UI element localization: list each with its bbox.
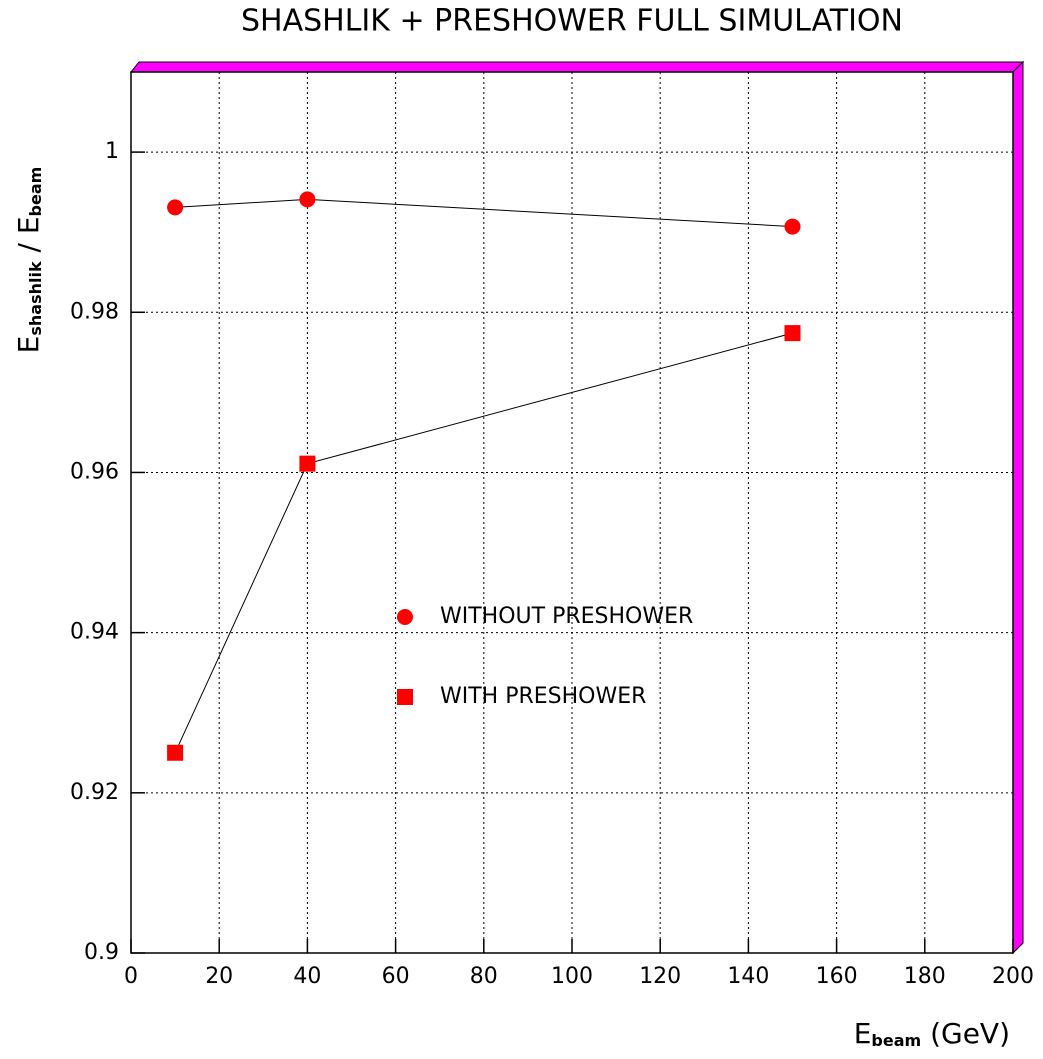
- y-tick-label: 0.98: [70, 299, 119, 324]
- x-tick-label: 40: [293, 964, 321, 989]
- data-point: [167, 744, 184, 761]
- y-label-sub: beam: [26, 167, 45, 217]
- data-point: [299, 191, 316, 208]
- x-tick-label: 20: [205, 964, 233, 989]
- chart-title: SHASHLIK + PRESHOWER FULL SIMULATION: [241, 4, 903, 39]
- x-tick-label: 120: [639, 964, 681, 989]
- data-point: [784, 218, 801, 235]
- y-tick-label: 0.9: [84, 940, 119, 965]
- y-axis-label: Eshashlik / Ebeam: [12, 167, 45, 354]
- y-label-part: / E: [12, 216, 45, 261]
- frame-side: [1012, 60, 1024, 955]
- frame-top: [129, 61, 1025, 73]
- x-tick-label: 160: [816, 964, 858, 989]
- y-tick-label: 0.94: [70, 620, 119, 645]
- legend-marker: [397, 609, 413, 625]
- x-tick-label: 200: [992, 964, 1034, 989]
- x-label-sub: beam: [871, 1031, 921, 1050]
- x-label-part: E: [854, 1017, 872, 1050]
- x-tick-label: 60: [382, 964, 410, 989]
- y-tick-label: 1: [105, 139, 119, 164]
- y-label-part: E: [12, 336, 45, 354]
- y-tick-label: 0.92: [70, 780, 119, 805]
- x-axis-label: Ebeam (GeV): [854, 1017, 1010, 1050]
- data-point: [299, 455, 316, 472]
- x-tick-label: 80: [470, 964, 498, 989]
- legend-label: WITH PRESHOWER: [440, 684, 646, 709]
- legend-marker: [397, 689, 413, 705]
- x-tick-label: 0: [124, 964, 138, 989]
- y-label-sub: shashlik: [26, 261, 45, 336]
- x-tick-label: 140: [727, 964, 769, 989]
- x-tick-label: 180: [904, 964, 946, 989]
- y-tick-label: 0.96: [70, 459, 119, 484]
- legend-label: WITHOUT PRESHOWER: [440, 604, 693, 629]
- x-label-part: (GeV): [921, 1017, 1010, 1050]
- data-point: [784, 325, 801, 342]
- x-tick-label: 100: [551, 964, 593, 989]
- data-point: [167, 199, 184, 216]
